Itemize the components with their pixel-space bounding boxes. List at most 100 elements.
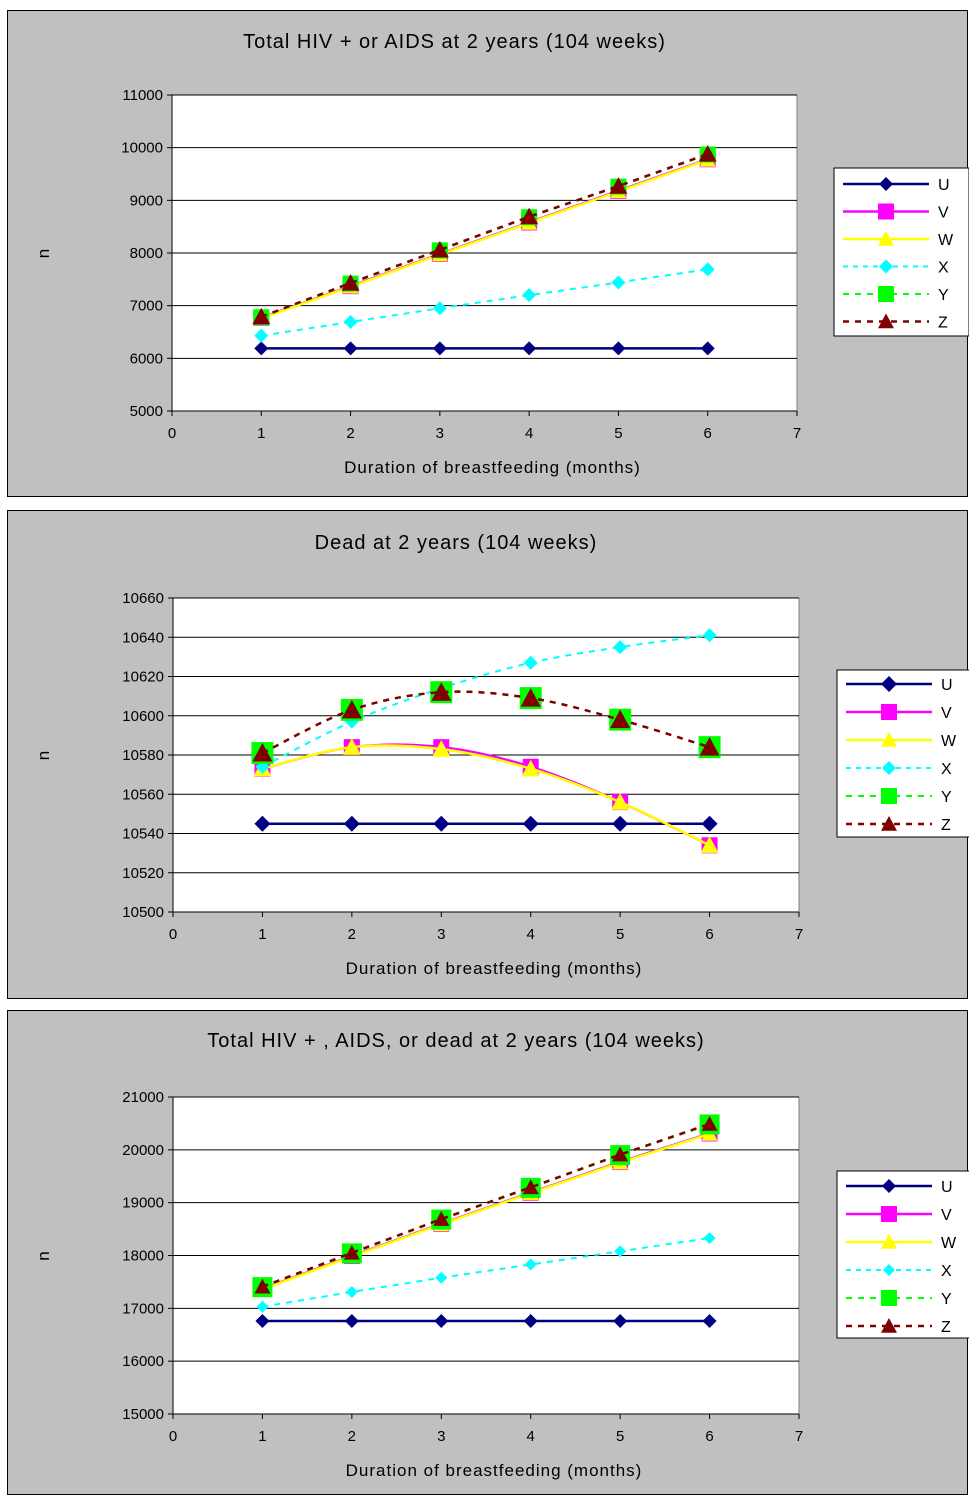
data-point-z [522, 1179, 539, 1195]
x-tick-label: 6 [705, 1428, 713, 1445]
y-tick-label: 18000 [122, 1248, 164, 1265]
data-point-x [435, 1271, 448, 1284]
data-point-z [520, 207, 539, 225]
data-point-u [343, 341, 358, 356]
series-line-w [261, 1132, 710, 1291]
data-point-u [701, 815, 718, 832]
data-point-z [431, 682, 452, 701]
y-tick-label: 5000 [130, 403, 163, 420]
data-point-x [700, 262, 715, 277]
x-tick-label: 5 [616, 1428, 624, 1445]
y-tick-label: 9000 [130, 192, 163, 209]
y-tick-label: 10560 [122, 786, 164, 803]
data-point-u [522, 341, 537, 356]
legend-marker [878, 231, 894, 246]
legend-label-y: Y [941, 789, 952, 806]
series-u [255, 1314, 717, 1329]
y-tick-label: 10580 [122, 747, 164, 764]
data-point-w [521, 759, 540, 777]
legend-marker [881, 676, 897, 692]
x-tick-label: 5 [614, 425, 622, 442]
y-tick-label: 17000 [122, 1300, 164, 1317]
legend-marker [879, 177, 893, 191]
x-tick-label: 7 [793, 425, 801, 442]
series-line-x [261, 634, 710, 768]
x-tick-label: 6 [704, 425, 712, 442]
data-point-w [611, 793, 630, 810]
legend-marker [878, 203, 894, 220]
x-tick-label: 3 [437, 926, 445, 943]
x-tick-label: 1 [257, 425, 265, 442]
legend-marker [881, 1206, 897, 1222]
data-point-u [522, 815, 539, 832]
y-axis-label: n [34, 1250, 53, 1260]
x-tick-label: 2 [346, 425, 354, 442]
legend-marker [881, 788, 897, 804]
y-axis-label: n [34, 248, 53, 258]
legend-label-v: V [941, 705, 952, 722]
data-point-x [523, 655, 538, 670]
chart-2: Dead at 2 years (104 weeks)1050010520105… [34, 532, 969, 978]
data-point-x [524, 1258, 537, 1271]
series-line-z [260, 152, 709, 318]
chart-title: Dead at 2 years (104 weeks) [315, 532, 598, 554]
series-line-x [262, 1237, 710, 1308]
data-point-x [703, 1232, 716, 1245]
legend-marker [881, 1234, 897, 1249]
legend-label-z: Z [938, 315, 948, 332]
data-point-x [614, 1245, 627, 1258]
legend-label-v: V [938, 205, 949, 222]
x-tick-label: 4 [527, 1428, 535, 1445]
legend-marker [878, 286, 894, 302]
data-point-z [701, 1115, 718, 1131]
chart-panel-2: Dead at 2 years (104 weeks) 10500 10520 105… [7, 510, 969, 999]
data-point-x [702, 628, 717, 643]
data-point-z [430, 240, 449, 258]
data-point-z [341, 699, 362, 719]
legend-label-x: X [938, 260, 949, 277]
x-tick-label: 2 [348, 1428, 356, 1445]
series-line-w [262, 744, 711, 847]
x-tick-label: 4 [525, 425, 533, 442]
chart-title: Total HIV + or AIDS at 2 years (104 week… [243, 31, 666, 53]
data-point-z [254, 1278, 271, 1294]
legend-marker [881, 1290, 897, 1306]
data-point-u [255, 1314, 270, 1329]
legend-box [836, 1170, 969, 1339]
data-point-z [341, 274, 360, 291]
series-z [252, 682, 720, 762]
series-x [256, 1232, 716, 1313]
data-point-u [343, 815, 360, 832]
legend-label-x: X [941, 1263, 952, 1280]
y-tick-label: 10540 [122, 826, 164, 843]
data-point-z [433, 1211, 450, 1226]
legend-box [833, 167, 969, 337]
series-line-z [261, 690, 710, 755]
data-point-z [520, 688, 541, 707]
legend-marker [882, 1179, 896, 1193]
x-tick-label: 0 [169, 1428, 177, 1445]
y-tick-label: 10640 [122, 629, 164, 646]
x-tick-label: 2 [348, 926, 356, 943]
legend-marker [882, 761, 896, 775]
x-tick-label: 1 [258, 926, 266, 943]
data-point-z [699, 737, 720, 756]
data-point-x [522, 288, 537, 303]
x-tick-label: 1 [258, 1428, 266, 1445]
legend-label-u: U [941, 677, 953, 694]
series-line-z [261, 1122, 710, 1288]
x-tick-label: 0 [168, 425, 176, 442]
legend-label-u: U [938, 177, 950, 194]
y-tick-label: 10520 [122, 865, 164, 882]
legend-label-v: V [941, 1207, 952, 1224]
legend-label-w: W [938, 232, 954, 249]
y-tick-label: 11000 [122, 87, 163, 104]
y-tick-label: 21000 [122, 1089, 164, 1106]
data-point-z [252, 743, 273, 762]
data-point-z [343, 1244, 360, 1260]
chart-panel-1: Total HIV + or AIDS at 2 years (104 week… [7, 10, 969, 497]
legend-marker [878, 313, 894, 329]
